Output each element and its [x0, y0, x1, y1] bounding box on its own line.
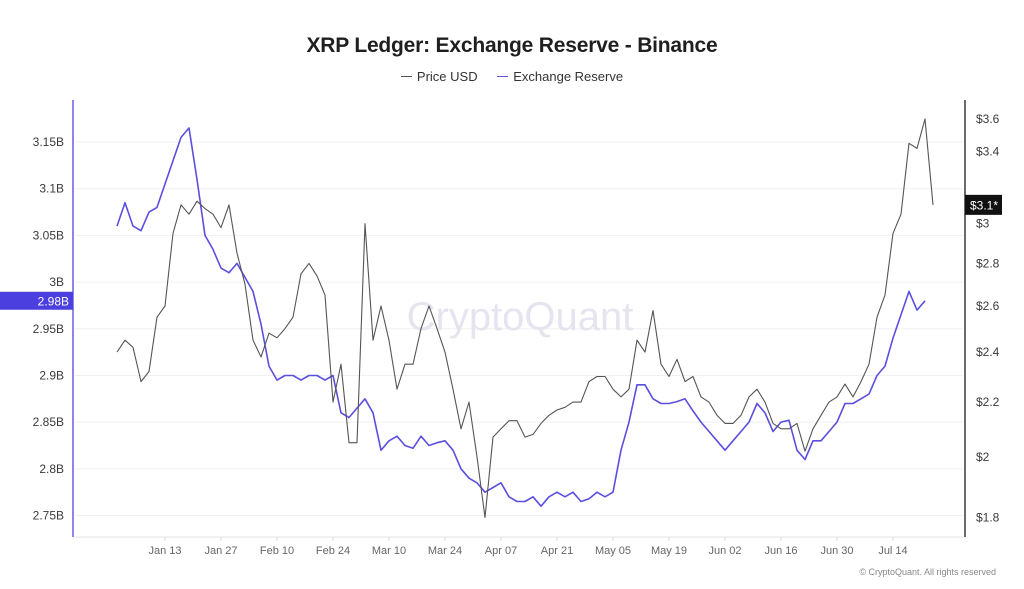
x-tick-label: Apr 21 — [541, 545, 573, 557]
right-current-badge: $3.1* — [970, 198, 998, 212]
left-tick-label: 2.8B — [39, 462, 64, 476]
left-tick-label: 3B — [49, 275, 64, 289]
right-tick-label: $3 — [976, 217, 990, 231]
legend-label-reserve: Exchange Reserve — [513, 69, 624, 84]
left-tick-label: 2.85B — [33, 415, 64, 429]
right-tick-label: $2.8 — [976, 256, 1000, 270]
right-tick-label: $2.6 — [976, 299, 1000, 313]
legend: Price USD Exchange Reserve — [0, 69, 1024, 84]
x-axis-ticks: Jan 13 Jan 27 Feb 10 Feb 24 Mar 10 Mar 24 Apr … — [148, 537, 908, 557]
x-tick-label: May 05 — [595, 545, 631, 557]
left-tick-label: 2.9B — [39, 368, 64, 382]
x-tick-label: Jan 13 — [148, 545, 181, 557]
left-tick-label: 3.05B — [33, 228, 64, 242]
legend-swatch-reserve — [497, 75, 509, 78]
right-tick-label: $2 — [976, 450, 990, 464]
x-tick-label: Jul 14 — [878, 545, 907, 557]
x-tick-label: Jun 02 — [708, 545, 741, 557]
left-tick-label: 3.15B — [33, 135, 64, 149]
left-axis-ticks: 3.15B 3.1B 3.05B 3B 2.95B 2.9B 2.85B 2.8B 2.75B — [33, 135, 64, 523]
axes — [72, 100, 966, 537]
right-current-badge-bg — [965, 194, 1002, 215]
copyright: © CryptoQuant. All rights reserved — [859, 567, 996, 577]
left-current-badge-bg — [0, 291, 73, 310]
x-tick-label: Mar 10 — [372, 545, 406, 557]
x-tick-label: Jun 30 — [820, 545, 853, 557]
right-tick-label: $3.6 — [976, 112, 1000, 126]
left-tick-label: 3.1B — [39, 182, 64, 196]
x-tick-label: May 19 — [651, 545, 687, 557]
series-line-price-usd — [116, 118, 934, 519]
right-tick-label: $2.4 — [976, 345, 1000, 359]
x-tick-label: Feb 24 — [316, 545, 350, 557]
right-axis-ticks: $3.6 $3.4 $3 $2.8 $2.6 $2.4 $2.2 $2 $1.8 — [976, 112, 1000, 525]
left-current-badge: 2.98B — [38, 294, 69, 308]
series-line-exchange-reserve — [116, 127, 926, 508]
right-tick-label: $3.4 — [976, 145, 1000, 159]
right-tick-label: $2.2 — [976, 395, 1000, 409]
gridlines — [73, 141, 965, 538]
legend-swatch-price — [400, 75, 412, 78]
x-tick-label: Jan 27 — [204, 545, 237, 557]
legend-item-reserve[interactable]: Exchange Reserve — [497, 69, 623, 84]
watermark: CryptoQuant — [407, 295, 634, 339]
current-value-badges: 2.98B $3.1* — [0, 194, 1002, 310]
x-tick-label: Apr 07 — [485, 545, 517, 557]
x-tick-label: Mar 24 — [428, 545, 462, 557]
chart-title: XRP Ledger: Exchange Reserve - Binance — [306, 34, 718, 57]
left-tick-label: 2.75B — [33, 509, 64, 523]
x-tick-label: Jun 16 — [764, 545, 797, 557]
left-tick-label: 2.95B — [33, 322, 64, 336]
right-tick-label: $1.8 — [976, 511, 1000, 525]
series-lines — [116, 118, 934, 519]
legend-item-price[interactable]: Price USD — [400, 69, 478, 84]
x-tick-label: Feb 10 — [260, 545, 294, 557]
legend-label-price: Price USD — [416, 69, 478, 84]
